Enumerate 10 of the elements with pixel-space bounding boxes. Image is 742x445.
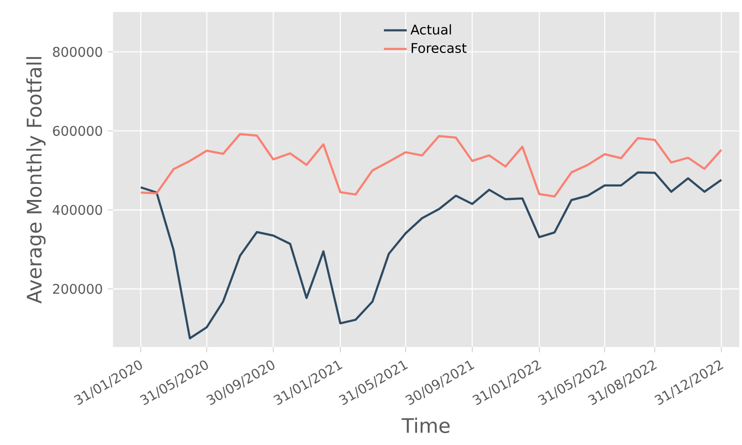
line-series xyxy=(140,132,722,198)
line-series xyxy=(140,171,722,340)
y-axis-title: Average Monthly Footfall xyxy=(26,57,46,304)
legend-label: Forecast xyxy=(412,43,467,54)
x-axis-title: Time xyxy=(402,418,450,434)
legend-label: Actual xyxy=(410,24,451,35)
y-tick-label: 200000 xyxy=(53,284,102,294)
y-tick-label: 800000 xyxy=(52,46,102,57)
y-tick-label: 400000 xyxy=(52,204,102,215)
y-tick-label: 600000 xyxy=(53,126,102,136)
